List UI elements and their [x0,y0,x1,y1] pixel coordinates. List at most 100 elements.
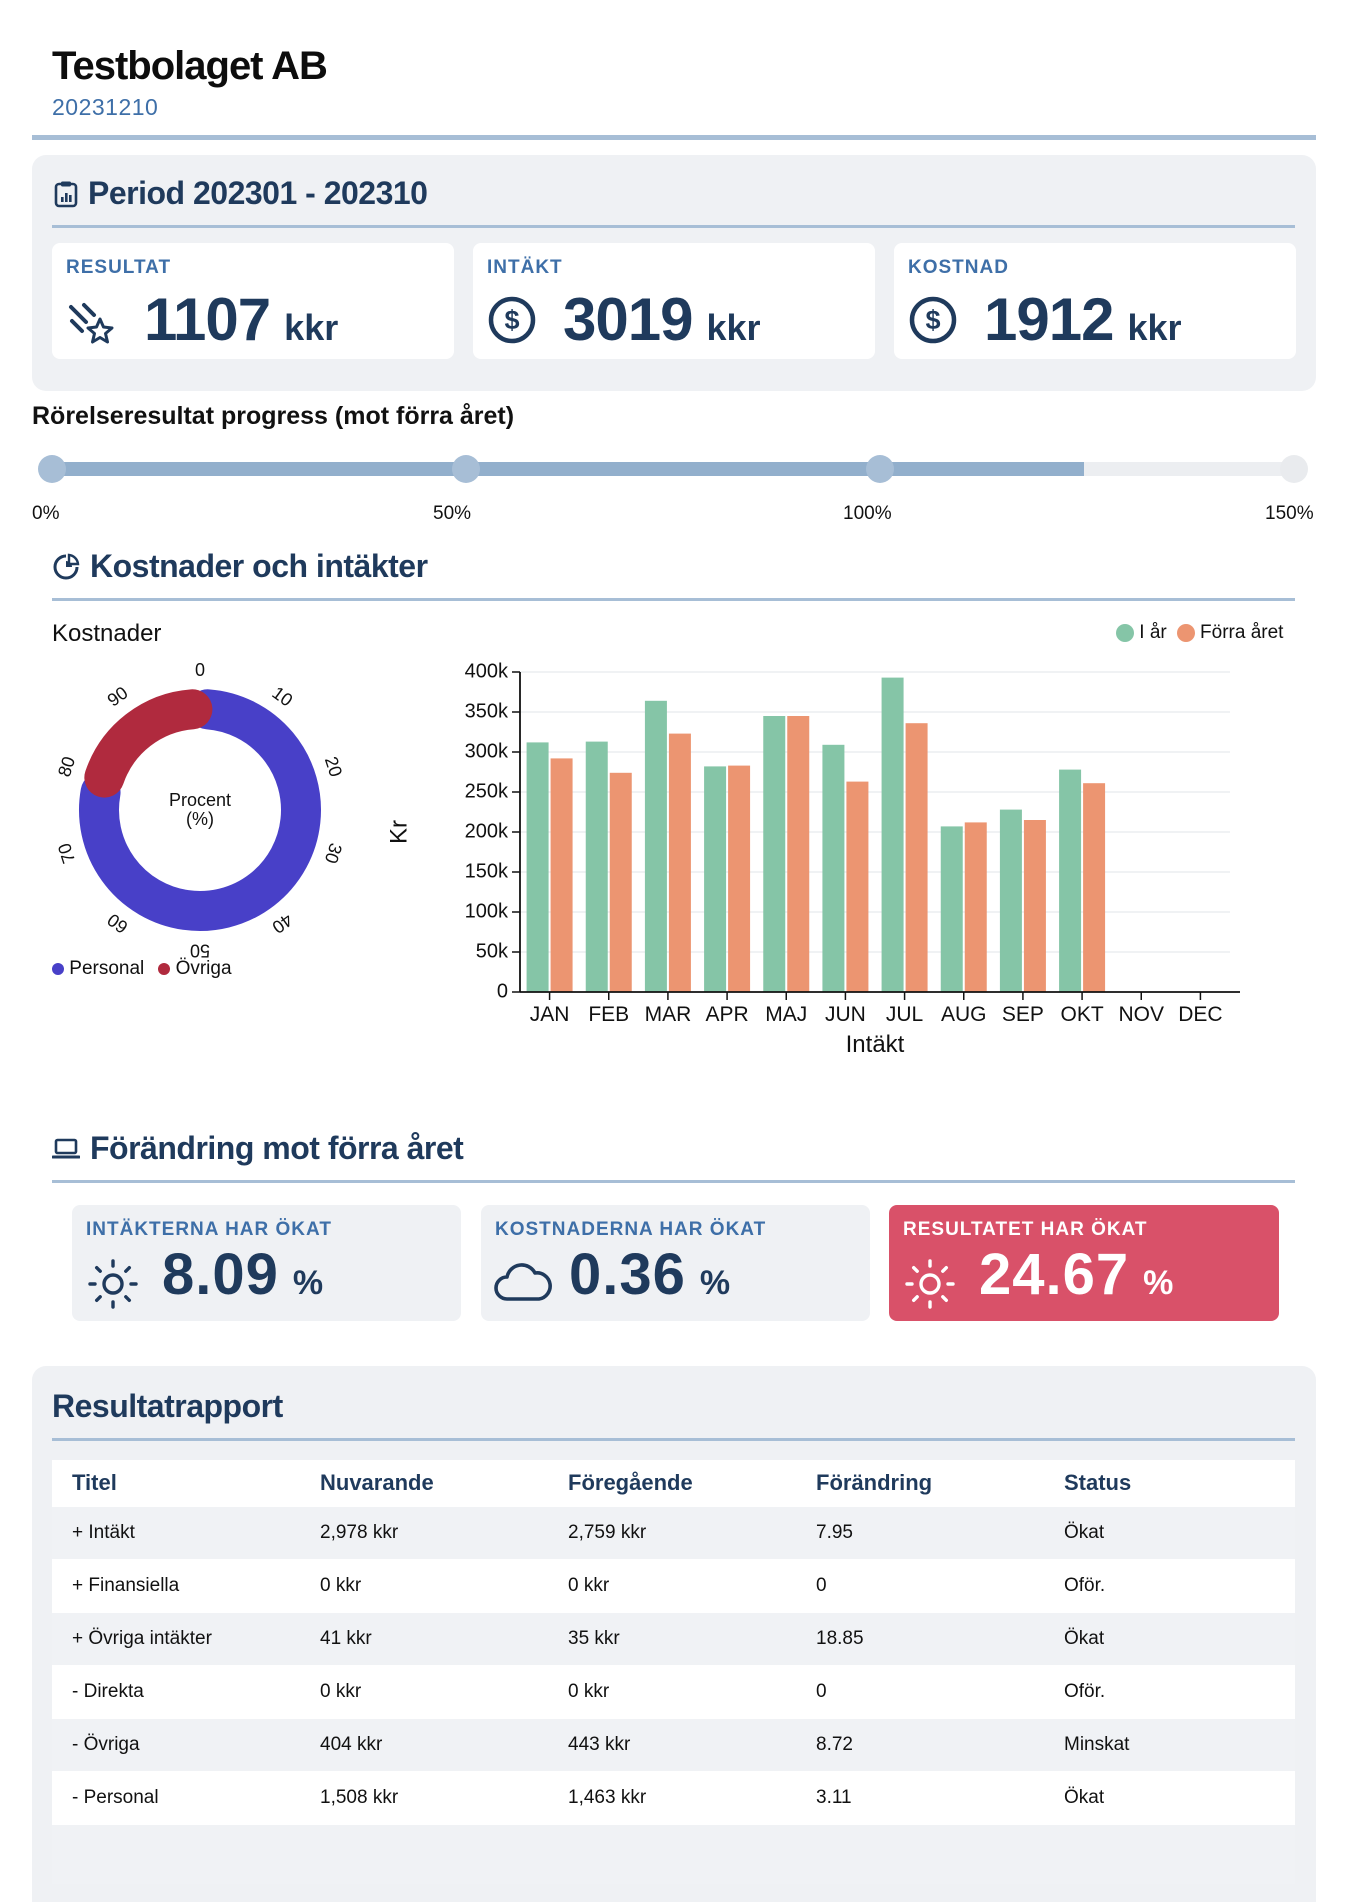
y-tick-label: 300k [465,740,509,762]
x-tick-label: OKT [1060,1003,1103,1026]
cell-forandring: 3.11 [796,1770,1044,1824]
change-title: Förändring mot förra året [90,1130,464,1166]
x-tick-label: AUG [941,1003,987,1026]
bar-apr-series-0 [704,766,727,992]
card-resultat-unit: kkr [284,307,339,348]
donut-legend-personal[interactable]: Personal [52,958,144,980]
bar-feb-series-0 [585,741,608,992]
legend-dot-forra-aret [1176,623,1195,642]
bar-mar-series-0 [644,700,667,992]
donut-title: Kostnader [52,620,162,647]
pie-chart-icon [53,553,80,579]
change-card-intakter-value-row: 8.09 % [162,1241,323,1308]
cloud-icon [494,1263,552,1301]
y-tick-label: 50k [476,940,509,962]
bar-okt-series-0 [1059,769,1082,992]
charts-divider [52,598,1295,601]
cell-titel: + Övriga intäkter [52,1611,300,1665]
bar-jul-series-1 [905,723,928,992]
dollar-circle-icon: $ [488,296,536,344]
donut-angular-tick: 40 [268,909,296,937]
card-resultat-value-row: 1107 kkr [144,285,338,354]
cell-nuvarande: 404 kkr [300,1717,548,1771]
legend-label-personal: Personal [69,958,145,979]
cell-empty [52,1823,1295,1884]
y-tick-label: 250k [465,780,509,802]
cell-forandring: 7.95 [796,1505,1044,1559]
legend-dot-personal [52,962,64,975]
charts-title: Kostnader och intäkter [90,548,428,584]
table-row: + Intäkt 2,978 kkr 2,759 kkr 7.95 Ökat [52,1505,1295,1559]
legend-label-ovriga: Övriga [175,958,232,979]
cell-foregaende: 35 kkr [548,1611,796,1665]
cell-forandring: 18.85 [796,1611,1044,1665]
cell-nuvarande: 2,978 kkr [300,1505,548,1559]
card-resultat-value: 1107 [144,286,271,353]
svg-text:$: $ [925,305,940,335]
bar-jun-series-0 [822,744,845,992]
x-tick-label: MAR [645,1003,692,1026]
donut-legend: Personal Övriga [52,958,232,980]
donut-slice-vriga [84,689,213,798]
bar-aug-series-0 [940,826,963,992]
clipboard-chart-icon [54,181,78,207]
report-table-wrap: Titel Nuvarande Föregående Förändring St… [52,1460,1295,1884]
x-tick-label: APR [705,1003,748,1026]
bar-jan-series-0 [526,742,549,992]
card-intakt-unit: kkr [706,307,761,348]
donut-center-label: (%) [186,809,214,829]
bar-sep-series-1 [1023,820,1046,992]
change-card-kostnader-value-row: 0.36 % [569,1241,730,1308]
bar-jan-series-1 [550,758,573,992]
cell-status: Oför. [1044,1558,1295,1612]
bar-jun-series-1 [846,781,869,992]
legend-label-forra-aret: Förra året [1200,622,1284,643]
cell-status: Ökat [1044,1505,1295,1559]
period-divider [52,225,1295,228]
x-tick-label: JAN [530,1003,570,1026]
cell-nuvarande: 0 kkr [300,1664,548,1718]
header-divider [32,135,1316,140]
progress-fill [52,462,1085,476]
bar-sep-series-0 [999,809,1022,992]
donut-angular-tick: 80 [54,754,79,779]
card-intakt-value-row: 3019 kkr [563,285,761,354]
progress-tick-50: 50% [433,503,472,524]
change-card-resultat-label: RESULTATET HAR ÖKAT [903,1219,1148,1240]
company-name: Testbolaget AB [52,44,328,88]
card-kostnad-value-row: 1912 kkr [984,285,1182,354]
progress-dot-50 [452,455,480,483]
y-tick-label: 0 [497,980,508,1002]
cell-titel: - Direkta [52,1664,300,1718]
cell-status: Ökat [1044,1611,1295,1665]
period-panel: Period 202301 - 202310 RESULTAT 1107 kkr… [32,155,1316,391]
bar-mar-series-1 [668,733,691,992]
change-divider [52,1180,1295,1183]
bar-legend-i-ar[interactable]: I år [1116,622,1167,644]
bar-feb-series-1 [609,772,632,992]
bar-maj-series-0 [763,716,786,992]
legend-label-i-ar: I år [1139,622,1167,643]
cell-nuvarande: 1,508 kkr [300,1770,548,1824]
donut-legend-ovriga[interactable]: Övriga [158,958,232,980]
cell-foregaende: 0 kkr [548,1664,796,1718]
y-tick-label: 150k [465,860,509,882]
svg-text:$: $ [504,305,519,335]
change-card-kostnader-label: KOSTNADERNA HAR ÖKAT [495,1219,767,1240]
sun-icon [88,1259,138,1309]
change-card-resultat-unit: % [1143,1264,1174,1302]
card-kostnad-label: KOSTNAD [908,257,1009,278]
bar-legend-forra-aret[interactable]: Förra året [1176,622,1284,644]
donut-angular-tick: 60 [104,909,132,937]
y-axis-title: Kr [385,820,412,844]
table-row: + Finansiella 0 kkr 0 kkr 0 Oför. [52,1558,1295,1612]
change-title-row: Förändring mot förra året [52,1130,464,1167]
cell-titel: - Personal [52,1770,300,1824]
period-title: Period 202301 - 202310 [88,175,428,211]
change-card-intakter-unit: % [292,1264,324,1302]
x-axis-title: Intäkt [846,1031,905,1058]
col-foregaende: Föregående [568,1469,693,1495]
col-titel: Titel [72,1469,117,1495]
change-card-intakter-value: 8.09 [162,1242,279,1307]
col-nuvarande: Nuvarande [320,1469,434,1495]
